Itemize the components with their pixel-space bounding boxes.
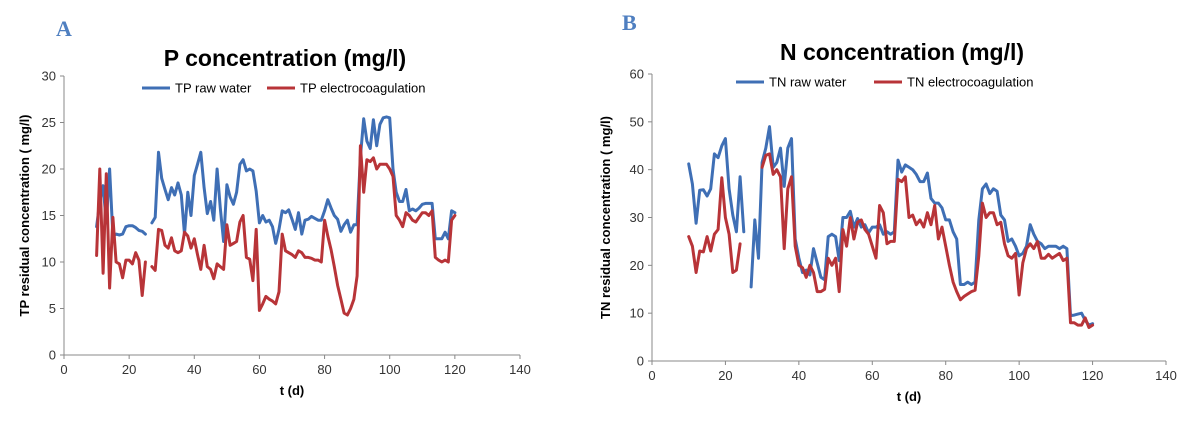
y-tick-label: 60 <box>630 67 644 82</box>
y-tick-label: 50 <box>630 114 644 129</box>
y-tick-label: 40 <box>630 162 644 177</box>
x-tick-label: 100 <box>1008 368 1030 383</box>
y-tick-label: 0 <box>49 348 56 363</box>
legend-label: TP raw water <box>175 81 252 96</box>
x-axis-title: t (d) <box>280 383 305 398</box>
legend-label: TP electrocoagulation <box>300 81 426 96</box>
y-axis-title: TP residual concentration ( mg/l) <box>17 114 32 316</box>
panel-b: B N concentration (mg/l) TN raw water TN e… <box>590 0 1200 431</box>
panel-letter: A <box>56 16 72 41</box>
x-tick-label: 60 <box>865 368 879 383</box>
chart-title: N concentration (mg/l) <box>780 39 1024 65</box>
x-tick-label: 20 <box>718 368 732 383</box>
panel-a: A P concentration (mg/l) TP raw water TP e… <box>17 16 531 398</box>
y-tick-label: 10 <box>42 255 56 270</box>
x-tick-label: 120 <box>1082 368 1104 383</box>
series-line <box>687 125 1095 327</box>
y-axis-title: TN residual concentration ( mg/l) <box>598 116 613 319</box>
y-tick-label: 0 <box>637 354 644 369</box>
x-tick-label: 20 <box>122 362 136 377</box>
y-tick-label: 30 <box>42 69 56 84</box>
y-tick-label: 5 <box>49 301 56 316</box>
x-tick-label: 80 <box>938 368 952 383</box>
x-tick-label: 60 <box>252 362 266 377</box>
x-tick-label: 40 <box>792 368 806 383</box>
x-axis-title: t (d) <box>897 389 922 404</box>
y-tick-label: 15 <box>42 208 56 223</box>
chart-title: P concentration (mg/l) <box>164 45 406 71</box>
panel-letter: B <box>622 10 637 35</box>
y-tick-label: 20 <box>630 258 644 273</box>
x-tick-label: 140 <box>1155 368 1177 383</box>
legend-label: TN electrocoagulation <box>907 75 1033 90</box>
y-tick-label: 20 <box>42 162 56 177</box>
y-tick-label: 30 <box>630 210 644 225</box>
chart-a: P concentration (mg/l) TP raw water TP ele… <box>17 45 531 398</box>
chart-b: N concentration (mg/l) TN raw water TN ele… <box>598 39 1177 404</box>
y-tick-label: 10 <box>630 306 644 321</box>
series-line <box>95 144 457 317</box>
x-tick-label: 40 <box>187 362 201 377</box>
x-tick-label: 0 <box>648 368 655 383</box>
x-tick-label: 140 <box>509 362 531 377</box>
legend-label: TN raw water <box>769 75 847 90</box>
x-tick-label: 120 <box>444 362 466 377</box>
x-tick-label: 100 <box>379 362 401 377</box>
x-tick-label: 80 <box>317 362 331 377</box>
x-tick-label: 0 <box>60 362 67 377</box>
y-tick-label: 25 <box>42 115 56 130</box>
series-line <box>687 152 1095 329</box>
